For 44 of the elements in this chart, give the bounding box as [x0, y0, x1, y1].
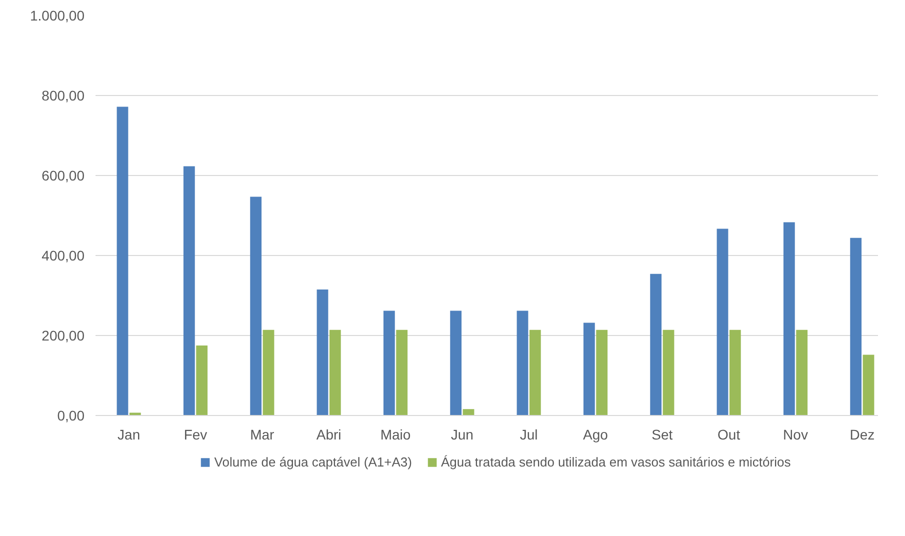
- bar: [650, 274, 662, 416]
- bar: [462, 409, 474, 416]
- bar: [450, 310, 462, 416]
- bar: [329, 330, 341, 416]
- legend-label: Volume de água captável (A1+A3): [214, 454, 412, 470]
- y-tick-label: 800,00: [42, 88, 85, 104]
- bar: [783, 222, 795, 416]
- bar: [383, 310, 395, 416]
- bar: [583, 322, 595, 416]
- x-tick-label: Set: [652, 426, 673, 442]
- bar: [796, 330, 808, 416]
- bar: [316, 290, 328, 416]
- bar: [196, 346, 208, 416]
- y-tick-label: 0,00: [57, 408, 85, 424]
- x-tick-label: Abri: [316, 426, 342, 442]
- x-tick-label: Fev: [184, 426, 208, 442]
- bar: [716, 228, 728, 416]
- x-tick-label: Nov: [783, 426, 808, 442]
- legend-label: Água tratada sendo utilizada em vasos sanitários e mictórios: [440, 454, 791, 470]
- y-tick-label: 400,00: [42, 248, 85, 264]
- y-tick-label: 200,00: [42, 328, 85, 344]
- x-tick-label: Mar: [250, 426, 275, 442]
- bar: [662, 330, 674, 416]
- bar: [116, 106, 128, 416]
- bar: [262, 330, 274, 416]
- bar: [516, 310, 528, 416]
- x-tick-label: Maio: [380, 426, 411, 442]
- x-tick-label: Ago: [583, 426, 608, 442]
- bar: [850, 238, 862, 416]
- x-tick-label: Jun: [450, 426, 474, 442]
- bar: [183, 166, 195, 416]
- bar: [729, 330, 741, 416]
- x-tick-label: Jan: [118, 426, 140, 442]
- bar: [529, 330, 541, 416]
- x-tick-label: Out: [718, 426, 740, 442]
- bar: [862, 354, 874, 416]
- x-tick-label: Jul: [520, 426, 538, 442]
- x-tick-label: Dez: [850, 426, 875, 442]
- bar: [129, 412, 141, 416]
- bar: [596, 330, 608, 416]
- y-tick-label: 1.000,00: [30, 8, 85, 24]
- bar: [250, 196, 262, 416]
- bar: [396, 330, 408, 416]
- y-tick-label: 600,00: [42, 168, 85, 184]
